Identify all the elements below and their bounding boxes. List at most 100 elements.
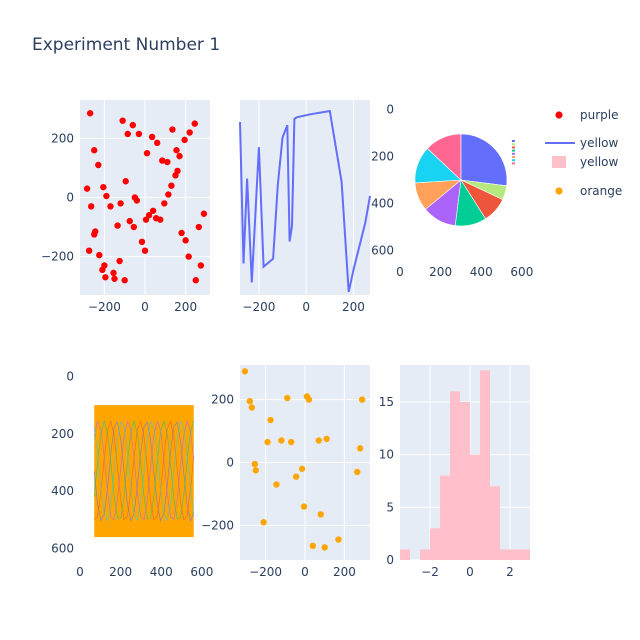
scatter-point [116,257,123,265]
scatter-point [174,167,181,175]
scatter-point [178,229,185,237]
x-tick-label: 200 [109,565,132,579]
x-tick-label: 0 [396,265,404,279]
x-tick-label: 200 [342,300,365,314]
x-tick-label: 0 [76,565,84,579]
scatter-point [122,178,129,185]
legend-marker [555,111,563,119]
histogram-bar [490,486,500,560]
x-tick-label: 200 [174,300,197,314]
y-tick-label: 400 [371,197,394,211]
y-tick-label: 15 [379,395,394,409]
x-tick-label: −2 [421,565,439,579]
pie-slice [426,133,462,181]
line-series [239,109,371,293]
legend-item: purple [555,108,619,122]
histogram-bar [430,528,440,560]
x-tick-label: 0 [466,565,474,579]
scatter-point [358,396,366,403]
y-tick-label: −200 [41,250,74,264]
scatter-point [356,445,364,452]
legend-item: yellow [545,136,618,150]
scatter-point [185,253,192,260]
x-tick-label: 600 [510,265,533,279]
scatter-point [103,192,110,200]
scatter-point [305,396,313,403]
pie-slice [460,133,508,187]
histogram-bar [400,549,410,560]
x-tick-label: 600 [190,565,213,579]
scatter-point [91,147,98,154]
scatter-point [85,247,93,254]
legend-marker [555,187,563,195]
x-tick-label: 2 [506,565,514,579]
x-tick-label: 400 [150,565,173,579]
scatter-point [267,416,274,424]
scatter-point [143,149,151,157]
histogram-bar [450,391,460,560]
y-tick-label: 10 [379,448,394,462]
x-tick-label: 400 [470,265,493,279]
scatter-point [200,210,208,217]
scatter-point [323,435,330,443]
legend-item: yellow [552,155,618,169]
scatter-point [284,394,291,402]
pie-legend-swatch [511,156,515,158]
scatter-point [251,460,258,468]
scatter-point [107,203,114,210]
scatter-point [315,437,322,444]
scatter-point [335,536,342,543]
y-tick-label: 5 [386,500,394,514]
scatter-point [110,269,117,277]
scatter-point [96,251,103,259]
y-tick-label: 200 [51,131,74,145]
scatter-point [181,136,188,144]
scatter-point [91,231,98,238]
scatter-point [121,277,128,284]
pie-legend-swatch [511,140,515,142]
scatter-point [169,126,176,133]
y-tick-label: 200 [371,149,394,163]
y-tick-label: 0 [66,191,74,205]
y-tick-label: 0 [226,456,234,470]
scatter-point [149,207,157,214]
subplot-1: −200 0 200 −200 0 200 [41,100,210,314]
y-tick-label: 0 [66,369,74,383]
scatter-point [126,217,133,225]
y-tick-label: 200 [211,393,234,407]
histogram-bar [470,454,480,560]
scatter-point [100,183,107,191]
scatter-point [168,182,175,189]
y-tick-label: 200 [51,427,74,441]
scatter-point [130,223,138,231]
pie-legend-swatch [511,146,515,149]
scatter-point [260,519,267,526]
scatter-point [101,262,108,269]
pie-legend-swatch [511,149,515,152]
scatter-point [191,120,198,127]
legend-box [552,156,566,168]
x-tick-label: −200 [249,565,282,579]
image-trace [93,420,195,522]
x-tick-label: 0 [302,300,310,314]
scatter-point [102,274,109,281]
y-tick-label: 400 [51,484,74,498]
x-tick-label: −200 [242,300,275,314]
histogram-bar [480,370,490,560]
legend-label: yellow [580,155,618,169]
y-tick-label: 600 [51,542,74,556]
scatter-point [192,277,199,284]
scatter-point [83,185,91,192]
scatter-point [117,200,124,207]
scatter-point [153,139,161,147]
subplot-6: −2 0 2 0 5 10 15 [379,365,530,579]
scatter-point [288,438,295,446]
y-tick-label: 0 [386,102,394,116]
scatter-point [273,481,280,488]
plot-area [240,100,370,295]
scatter-point [252,467,259,474]
y-tick-label: 0 [386,553,394,567]
scatter-point [300,503,308,510]
